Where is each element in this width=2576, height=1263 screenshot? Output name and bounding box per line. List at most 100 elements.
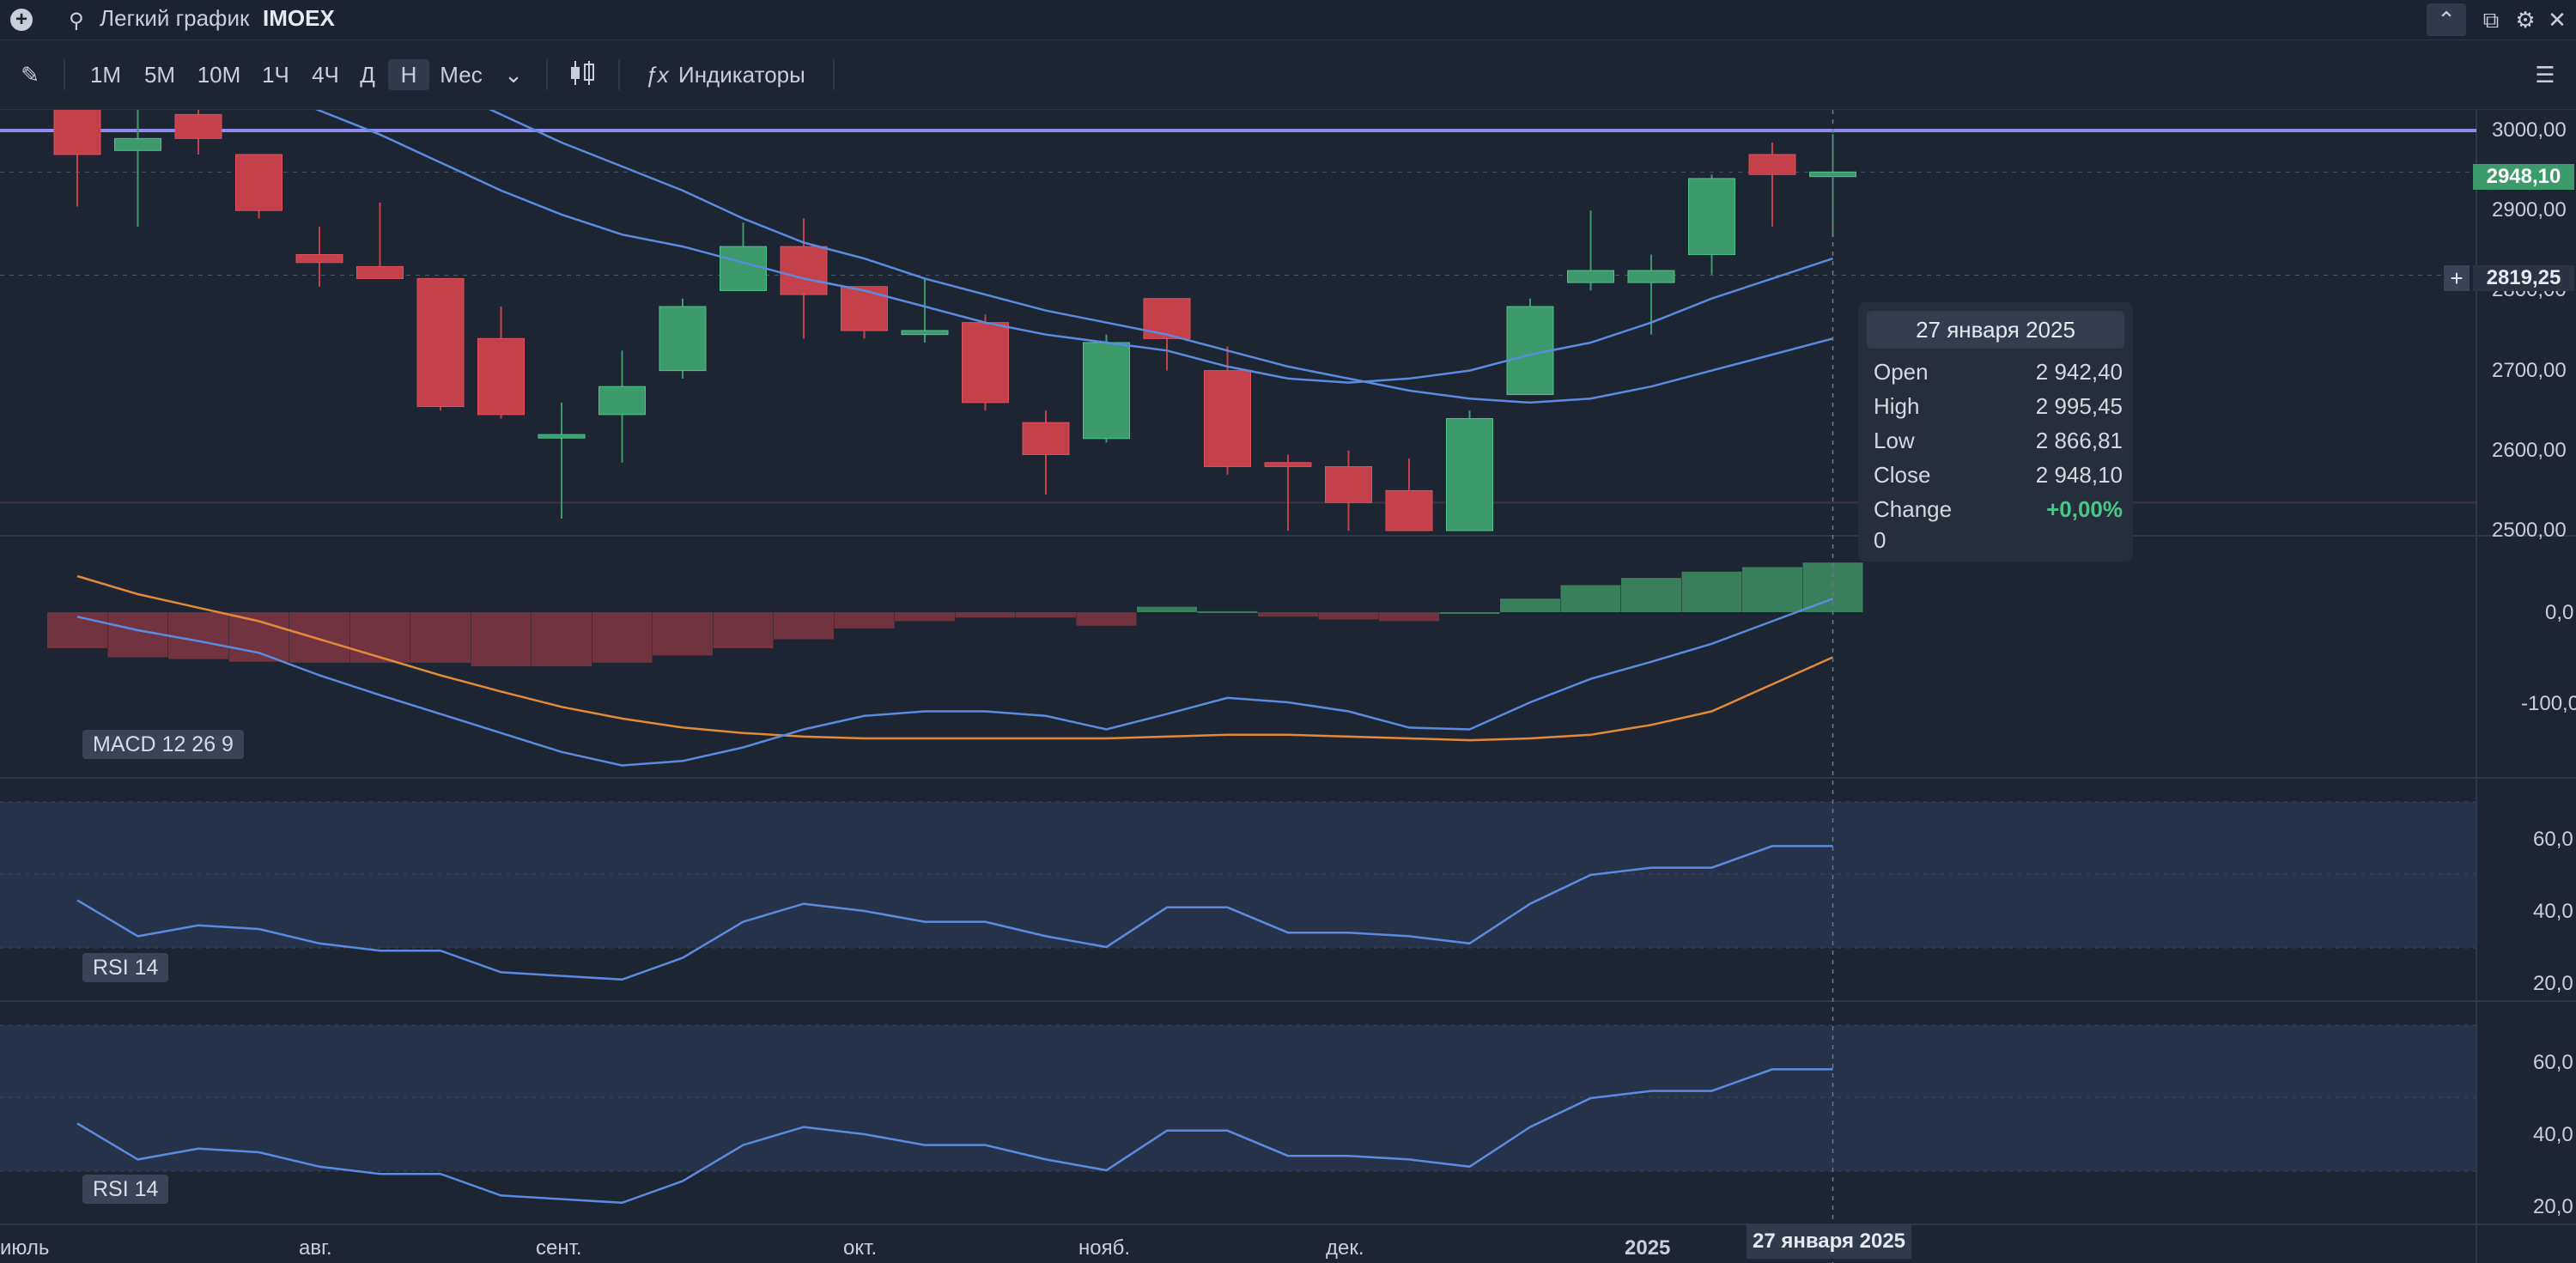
collapse-icon[interactable]: ⌃ — [2427, 3, 2466, 36]
top-bar: + ⚲ Легкий график IMOEX ⌃ ⧉ ⚙ ✕ — [0, 0, 2576, 40]
macd-histogram-bar — [410, 612, 471, 663]
rsi-indicator-label-2[interactable]: RSI 14 — [82, 1175, 169, 1204]
candle-body — [114, 137, 161, 151]
tooltip-row-open: Open 2 942,40 — [1874, 359, 2123, 386]
rsi-indicator-label-1[interactable]: RSI 14 — [82, 953, 169, 982]
macd-histogram-bar — [228, 612, 289, 662]
toolbar-divider — [618, 59, 620, 90]
timeframe-4h[interactable]: 4Ч — [312, 62, 339, 88]
macd-histogram-bar — [289, 612, 349, 663]
tooltip-row-high: High 2 995,45 — [1874, 393, 2123, 420]
macd-histogram-bar — [1742, 567, 1802, 612]
price-tick: 2600,00 — [2492, 438, 2567, 462]
rsi1-tick: 40,0 — [2533, 900, 2573, 923]
candle-body — [962, 322, 1009, 404]
macd-histogram-bar — [1076, 612, 1137, 626]
candle-body — [1748, 154, 1796, 175]
rsi2-tick: 40,0 — [2533, 1123, 2573, 1146]
macd-histogram-bar — [895, 612, 955, 622]
price-tick: 2700,00 — [2492, 358, 2567, 382]
timeframe-5m[interactable]: 5M — [143, 62, 176, 88]
candle-body — [901, 330, 949, 336]
indicators-fx-icon[interactable]: ƒx — [645, 62, 669, 88]
chevron-down-icon[interactable]: ⌄ — [504, 62, 523, 88]
chart-search-label[interactable]: Легкий график — [100, 5, 250, 31]
macd-histogram-bar — [47, 612, 107, 648]
time-label: авг. — [299, 1236, 332, 1260]
macd-tick: 0,0 — [2545, 601, 2574, 624]
macd-histogram-bar — [349, 612, 410, 663]
candlestick-type-icon[interactable] — [563, 59, 601, 90]
macd-histogram-bar — [834, 612, 895, 628]
toolbar-divider — [546, 59, 548, 90]
candle-body — [780, 246, 828, 295]
rsi2-tick: 20,0 — [2533, 1195, 2573, 1218]
search-icon[interactable]: ⚲ — [69, 9, 84, 33]
add-chart-icon[interactable]: + — [10, 9, 33, 31]
time-label: сент. — [536, 1236, 582, 1260]
macd-histogram-bar — [1681, 571, 1742, 612]
candle-body — [1143, 298, 1191, 339]
macd-histogram-bar — [592, 612, 653, 663]
tooltip-row-low: Low 2 866,81 — [1874, 428, 2123, 454]
macd-histogram-bar — [1500, 598, 1560, 612]
pencil-draw-icon[interactable]: ✎ — [21, 62, 39, 88]
candle-body — [356, 265, 404, 279]
tooltip-label: Open — [1874, 359, 1929, 385]
indicators-button[interactable]: Индикаторы — [678, 62, 805, 88]
timeframe-month[interactable]: Мес — [440, 62, 483, 88]
macd-histogram-bar — [1318, 612, 1379, 620]
tooltip-label: Change — [1874, 496, 1953, 522]
timeframe-1m[interactable]: 1M — [89, 62, 122, 88]
restore-window-icon[interactable]: ⧉ — [2482, 7, 2500, 33]
chart-menu-icon[interactable]: ☰ — [2535, 62, 2555, 88]
crosshair-price-label: 2819,25 — [2473, 265, 2574, 291]
ticker-symbol[interactable]: IMOEX — [263, 5, 335, 31]
timeframe-1h[interactable]: 1Ч — [262, 62, 289, 88]
time-label: дек. — [1326, 1236, 1364, 1260]
rsi2-tick: 60,0 — [2533, 1051, 2573, 1074]
tooltip-value: 2 995,45 — [2035, 393, 2123, 419]
crosshair-plus-icon[interactable]: + — [2444, 265, 2470, 291]
last-price-badge: 2948,10 — [2473, 164, 2574, 190]
macd-histogram-bar — [955, 612, 1016, 618]
candle-body — [538, 434, 586, 439]
price-tick: 2900,00 — [2492, 198, 2567, 222]
macd-line — [76, 598, 1833, 767]
timeframe-day[interactable]: Д — [360, 62, 375, 88]
candle-body — [477, 337, 525, 416]
rsi-line-1 — [76, 845, 1833, 981]
macd-histogram-bar — [653, 612, 713, 656]
candle-body — [53, 110, 101, 155]
candle-body — [1809, 171, 1856, 178]
candle-body — [1385, 489, 1433, 531]
tooltip-date: 27 января 2025 — [1867, 311, 2124, 349]
macd-histogram-bar — [774, 612, 834, 640]
timeframe-week[interactable]: Н — [388, 59, 429, 90]
candle-body — [1264, 462, 1312, 467]
candle-body — [1204, 370, 1251, 467]
price-chart[interactable] — [0, 110, 2576, 1263]
macd-indicator-label[interactable]: MACD 12 26 9 — [82, 730, 244, 759]
rsi-band — [0, 1025, 2476, 1171]
close-icon[interactable]: ✕ — [2548, 7, 2567, 33]
toolbar-divider — [833, 59, 835, 90]
tooltip-label: High — [1874, 393, 1920, 419]
candle-body — [174, 113, 222, 139]
candle-body — [416, 277, 465, 408]
crosshair-date-label: 27 января 2025 — [1747, 1224, 1911, 1259]
rsi1-tick: 60,0 — [2533, 828, 2573, 851]
candle-body — [1688, 178, 1735, 255]
candle-body — [720, 246, 767, 291]
tooltip-value: +0,00% — [2046, 496, 2123, 522]
candle-body — [1083, 342, 1130, 440]
timeframe-10m[interactable]: 10M — [197, 62, 241, 88]
macd-histogram-bar — [168, 612, 228, 659]
macd-histogram-bar — [1197, 610, 1258, 613]
settings-gear-icon[interactable]: ⚙ — [2515, 7, 2536, 33]
chart-toolbar: ✎ 1M 5M 10M 1Ч 4Ч Д Н Мес ⌄ ƒx Индикатор… — [0, 40, 2576, 110]
tooltip-label: Close — [1874, 462, 1931, 488]
candle-body — [1325, 465, 1372, 503]
time-label: нояб. — [1078, 1236, 1131, 1260]
candle-body — [598, 386, 646, 416]
